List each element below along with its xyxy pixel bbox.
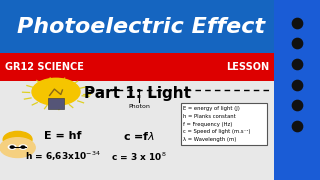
Circle shape: [3, 131, 32, 148]
Bar: [274, 0, 320, 180]
Bar: [48, 98, 64, 109]
Text: GR12 SCIENCE: GR12 SCIENCE: [5, 62, 84, 72]
Text: Part 1: Light: Part 1: Light: [84, 86, 191, 101]
Text: c = 3 x 10$^{8}$: c = 3 x 10$^{8}$: [111, 150, 167, 163]
Text: Photoelectric Effect: Photoelectric Effect: [17, 17, 265, 37]
Bar: [181, 103, 267, 145]
Circle shape: [8, 145, 16, 149]
Circle shape: [19, 145, 27, 149]
Text: λ = Wavelength (m): λ = Wavelength (m): [183, 137, 237, 142]
Circle shape: [10, 146, 14, 148]
Text: h = Planks constant: h = Planks constant: [183, 114, 236, 119]
Point: [294, 62, 300, 65]
Circle shape: [32, 78, 80, 105]
Text: h = 6,63x10$^{-34}$: h = 6,63x10$^{-34}$: [25, 150, 100, 163]
Point: [294, 42, 300, 45]
Text: c =f$\lambda$: c =f$\lambda$: [123, 130, 155, 142]
Point: [294, 125, 300, 127]
Point: [294, 104, 300, 107]
Point: [294, 83, 300, 86]
Text: E = energy of light (J): E = energy of light (J): [183, 106, 240, 111]
Circle shape: [21, 146, 25, 148]
Text: f = Frequency (Hz): f = Frequency (Hz): [183, 122, 233, 127]
Circle shape: [0, 138, 35, 158]
Bar: [0, 0, 320, 53]
Text: LESSON: LESSON: [226, 62, 269, 72]
Text: Photon: Photon: [128, 103, 150, 109]
Text: E = hf: E = hf: [44, 131, 81, 141]
Bar: [0, 53, 274, 81]
Point: [294, 21, 300, 24]
Text: c = Speed of light (m.s⁻¹): c = Speed of light (m.s⁻¹): [183, 129, 251, 134]
